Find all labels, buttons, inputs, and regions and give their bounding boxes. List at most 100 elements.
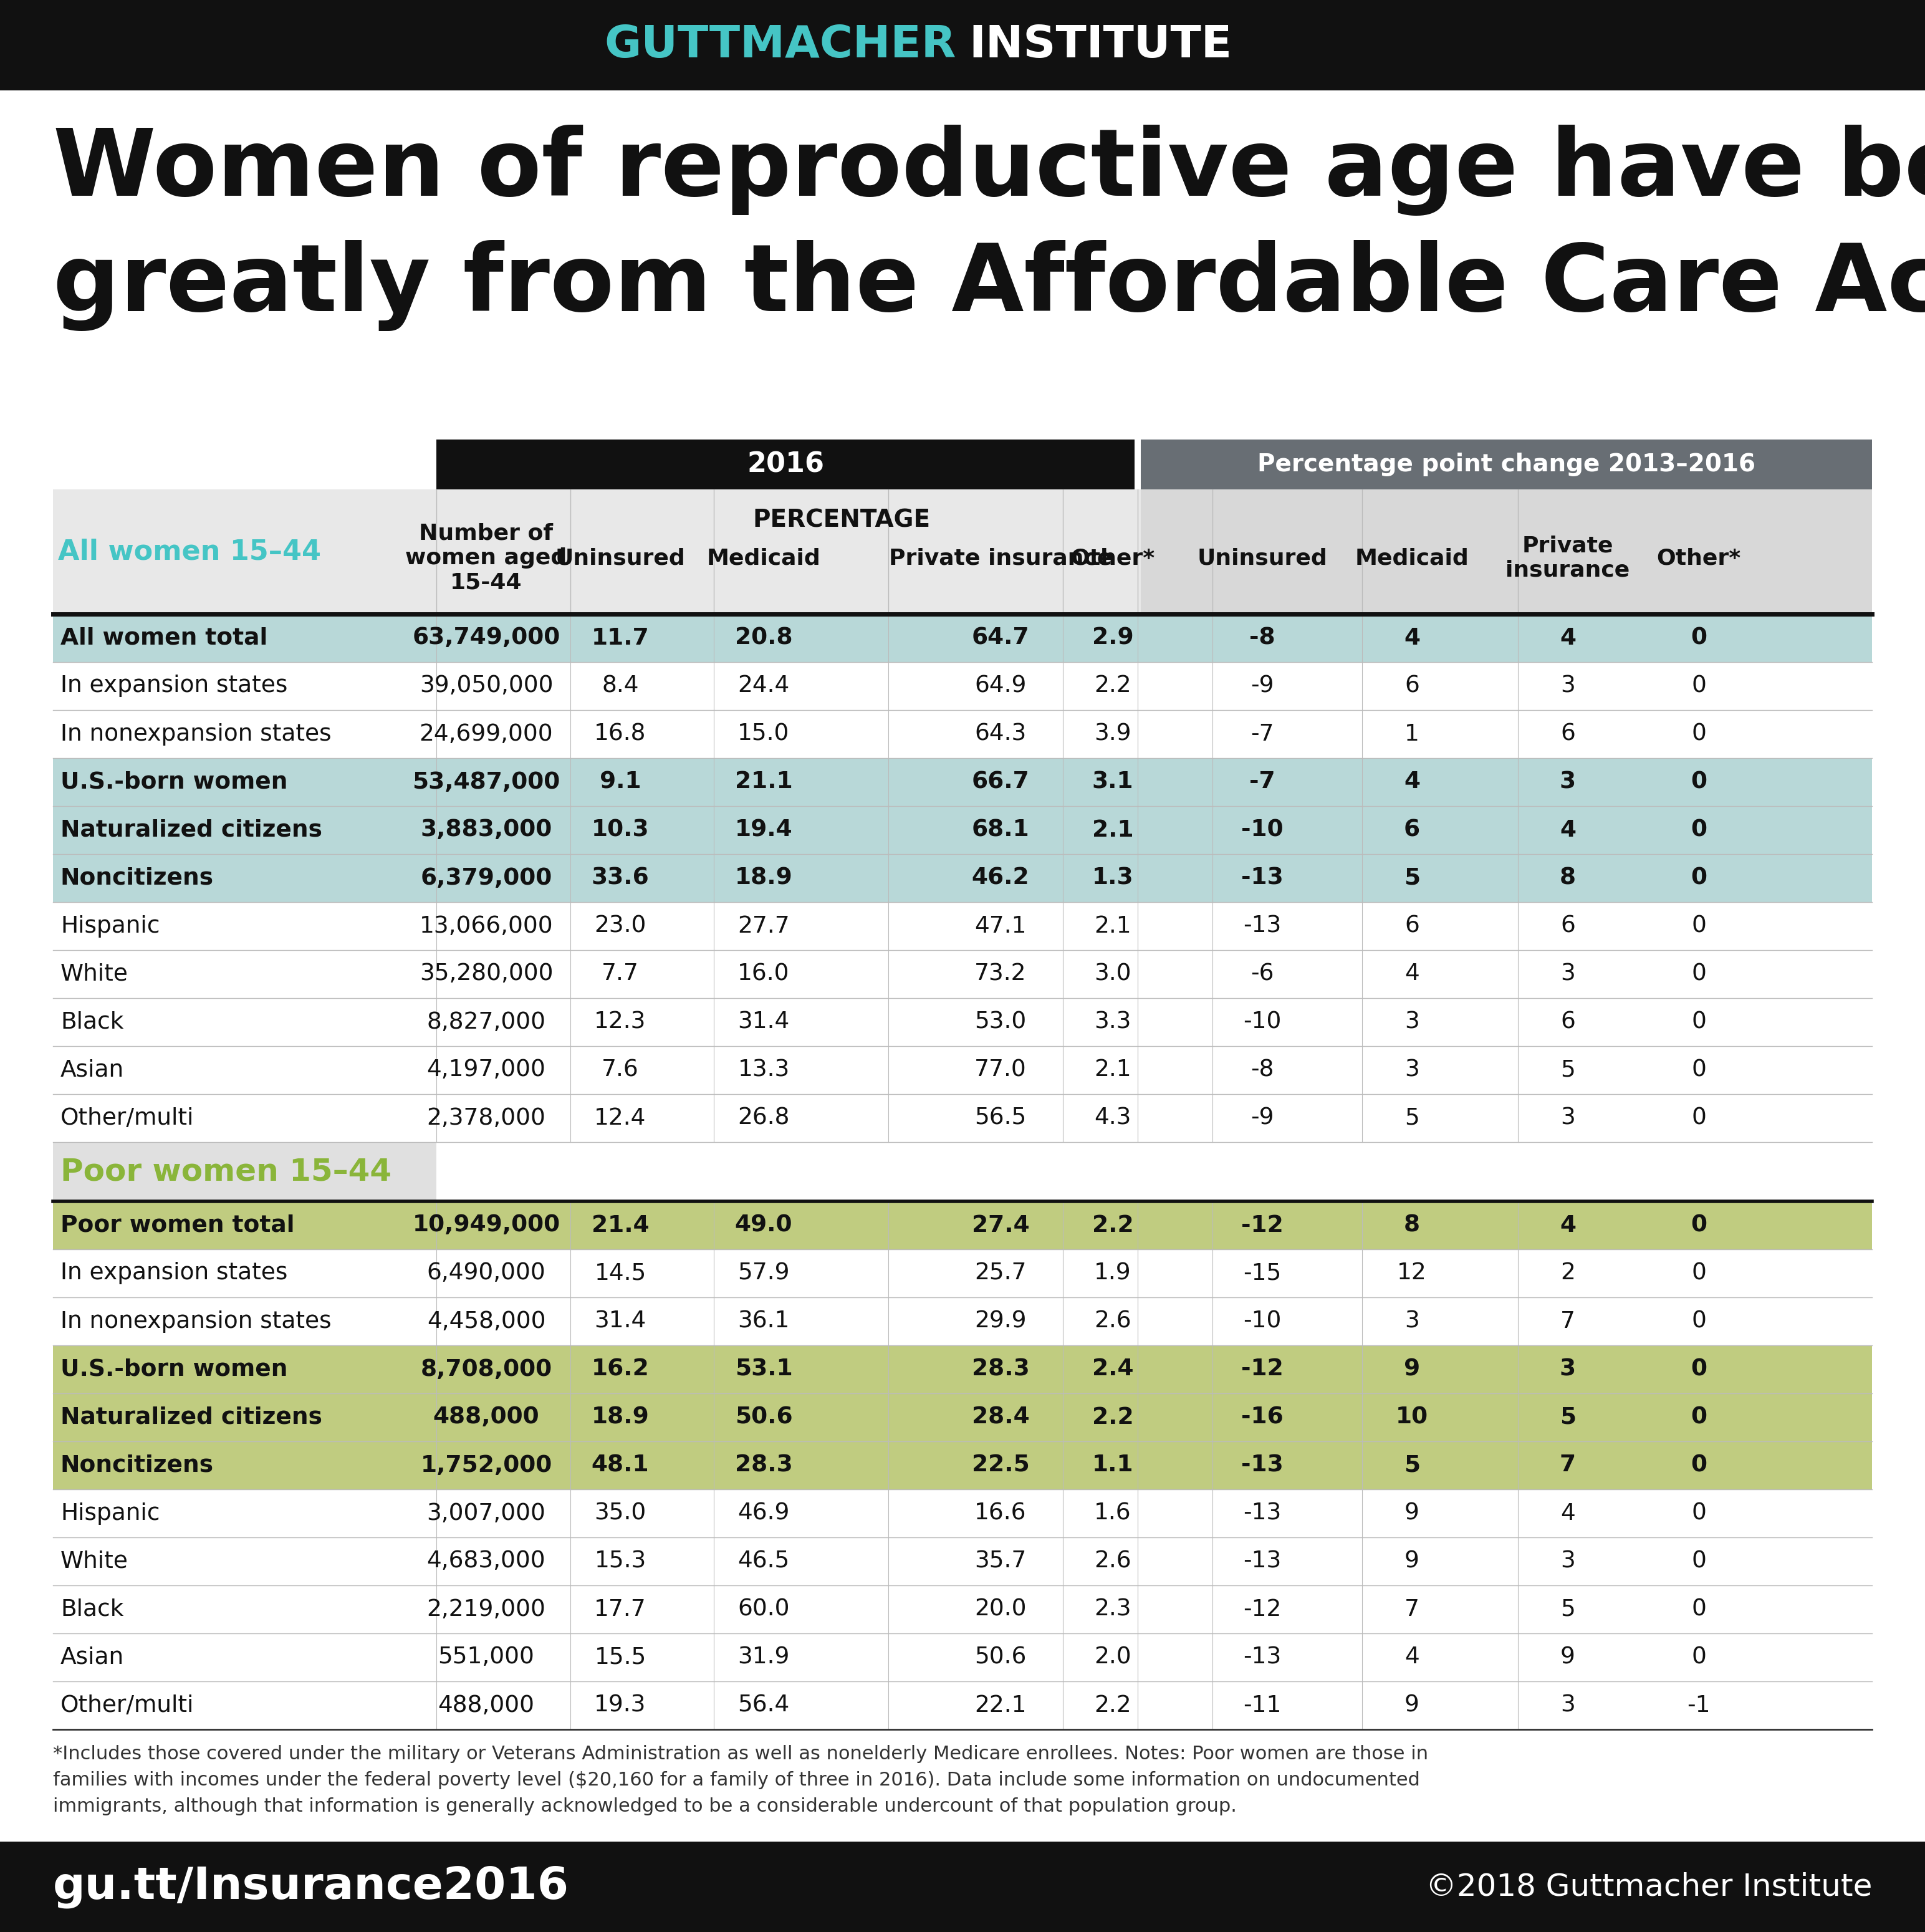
Text: 46.5: 46.5	[737, 1549, 789, 1573]
Bar	[54, 1202, 1871, 1250]
Bar	[54, 1681, 1871, 1729]
Text: -13: -13	[1244, 916, 1282, 937]
Text: 0: 0	[1690, 867, 1707, 889]
Text: 39,050,000: 39,050,000	[420, 674, 552, 697]
Text: 9.1: 9.1	[599, 771, 641, 794]
Text: 0: 0	[1692, 962, 1706, 985]
Text: 27.4: 27.4	[972, 1213, 1030, 1236]
Text: 0: 0	[1690, 1358, 1707, 1381]
Bar	[54, 489, 1871, 614]
Bar	[437, 1142, 1871, 1202]
Text: 3: 3	[1559, 1358, 1577, 1381]
Text: Noncitizens: Noncitizens	[60, 1455, 214, 1476]
Text: Women of reproductive age have benefited: Women of reproductive age have benefited	[54, 126, 1925, 216]
Text: 18.9: 18.9	[591, 1406, 649, 1428]
Text: 3: 3	[1561, 962, 1575, 985]
Text: 53.0: 53.0	[974, 1010, 1026, 1034]
Text: 4: 4	[1561, 1503, 1575, 1524]
Text: 3.9: 3.9	[1093, 723, 1132, 746]
Text: White: White	[60, 962, 129, 985]
Text: 4: 4	[1559, 819, 1577, 840]
Bar	[0, 0, 1925, 91]
Text: 3.1: 3.1	[1091, 771, 1134, 794]
Text: 15.3: 15.3	[595, 1549, 647, 1573]
Text: -10: -10	[1244, 1310, 1282, 1333]
Text: 0: 0	[1692, 1598, 1706, 1621]
Text: 8,827,000: 8,827,000	[427, 1010, 547, 1034]
Bar	[54, 999, 1871, 1045]
Text: Black: Black	[60, 1598, 123, 1621]
Text: 2.2: 2.2	[1091, 1406, 1134, 1428]
Text: 8: 8	[1559, 867, 1577, 889]
Bar	[54, 1538, 1871, 1586]
Text: 19.3: 19.3	[595, 1694, 647, 1718]
Bar	[1142, 489, 1871, 614]
Text: PERCENTAGE: PERCENTAGE	[753, 508, 930, 531]
Text: 11.7: 11.7	[591, 626, 649, 649]
Text: 13,066,000: 13,066,000	[420, 916, 552, 937]
Text: 6: 6	[1561, 723, 1575, 746]
Text: 1.1: 1.1	[1091, 1455, 1134, 1476]
Text: 20.0: 20.0	[974, 1598, 1026, 1621]
Text: 35,280,000: 35,280,000	[420, 962, 552, 985]
Text: -10: -10	[1244, 1010, 1282, 1034]
Text: 0: 0	[1690, 1213, 1707, 1236]
Text: -1: -1	[1686, 1694, 1711, 1718]
Text: ©2018 Guttmacher Institute: ©2018 Guttmacher Institute	[1424, 1872, 1871, 1901]
Text: 19.4: 19.4	[735, 819, 793, 840]
Text: 6: 6	[1403, 819, 1421, 840]
Text: 15.0: 15.0	[737, 723, 789, 746]
Text: Uninsured: Uninsured	[554, 547, 685, 568]
Text: -16: -16	[1242, 1406, 1284, 1428]
Text: 33.6: 33.6	[591, 867, 649, 889]
Text: 12.4: 12.4	[595, 1107, 647, 1130]
Text: 3: 3	[1405, 1310, 1419, 1333]
Text: -15: -15	[1244, 1262, 1282, 1285]
Text: 2,219,000: 2,219,000	[427, 1598, 545, 1621]
Bar	[54, 806, 1871, 854]
Text: 4,197,000: 4,197,000	[427, 1059, 545, 1082]
Text: 36.1: 36.1	[737, 1310, 789, 1333]
Bar	[54, 711, 1871, 757]
Text: 0: 0	[1690, 771, 1707, 794]
Text: 57.9: 57.9	[737, 1262, 789, 1285]
Text: 25.7: 25.7	[974, 1262, 1026, 1285]
Text: 66.7: 66.7	[972, 771, 1030, 794]
Text: 6: 6	[1561, 1010, 1575, 1034]
Text: 56.4: 56.4	[737, 1694, 789, 1718]
Text: 4.3: 4.3	[1093, 1107, 1132, 1130]
Text: In nonexpansion states: In nonexpansion states	[60, 723, 331, 746]
Text: 0: 0	[1692, 1310, 1706, 1333]
Text: 56.5: 56.5	[974, 1107, 1026, 1130]
Text: 31.9: 31.9	[737, 1646, 789, 1669]
Text: 64.7: 64.7	[972, 626, 1030, 649]
Text: 1.6: 1.6	[1093, 1503, 1132, 1524]
Text: 3: 3	[1561, 1549, 1575, 1573]
Text: 22.1: 22.1	[974, 1694, 1026, 1718]
Text: Percentage point change 2013–2016: Percentage point change 2013–2016	[1257, 452, 1756, 477]
Text: 16.6: 16.6	[974, 1503, 1026, 1524]
Text: 1: 1	[1405, 723, 1419, 746]
Bar	[54, 1393, 1871, 1441]
Text: -10: -10	[1242, 819, 1284, 840]
Text: 28.3: 28.3	[972, 1358, 1030, 1381]
Text: 5: 5	[1403, 867, 1421, 889]
Text: 0: 0	[1690, 626, 1707, 649]
Text: 77.0: 77.0	[974, 1059, 1026, 1082]
Text: 31.4: 31.4	[737, 1010, 789, 1034]
Text: 2016: 2016	[747, 450, 824, 477]
Text: families with incomes under the federal poverty level ($20,160 for a family of t: families with incomes under the federal …	[54, 1772, 1421, 1789]
Text: 3: 3	[1561, 674, 1575, 697]
Text: 0: 0	[1692, 1646, 1706, 1669]
Text: Naturalized citizens: Naturalized citizens	[60, 1406, 321, 1428]
Text: 7: 7	[1405, 1598, 1419, 1621]
Text: -13: -13	[1244, 1549, 1282, 1573]
Text: 16.2: 16.2	[591, 1358, 649, 1381]
Text: 12: 12	[1398, 1262, 1426, 1285]
Bar	[0, 1841, 1925, 1932]
Text: 3: 3	[1561, 1107, 1575, 1130]
Text: 6,490,000: 6,490,000	[427, 1262, 545, 1285]
Text: Asian: Asian	[60, 1646, 123, 1669]
Text: 3: 3	[1405, 1010, 1419, 1034]
Text: INSTITUTE: INSTITUTE	[968, 23, 1232, 68]
